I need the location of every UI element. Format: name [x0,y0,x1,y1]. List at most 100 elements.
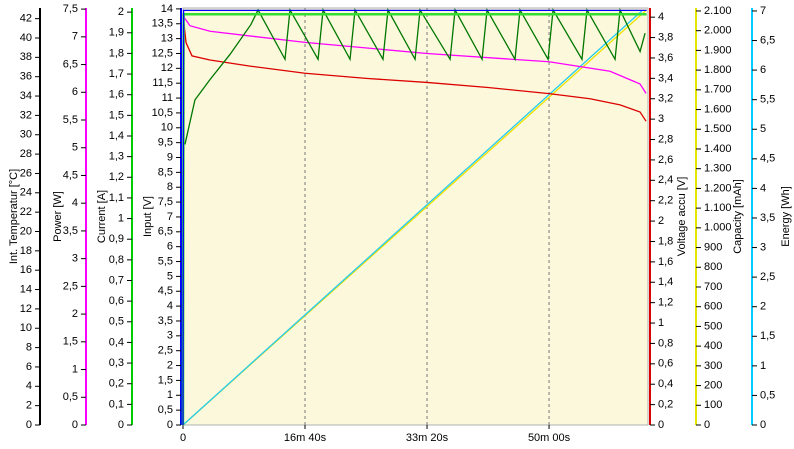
y-tick-label: 0,4 [109,336,124,348]
axis-title: Capacity [mAh] [732,179,744,254]
y-tick-label: 1,3 [109,151,124,163]
y-tick-label: 3,2 [658,93,673,105]
y-tick-label: 14 [161,3,173,15]
y-tick-label: 8 [26,342,32,354]
y-tick-label: 1,8 [109,47,124,59]
y-tick-label: 1.800 [704,64,732,76]
y-tick-label: 30 [20,129,32,141]
y-tick-label: 3 [658,113,664,125]
axis-title: Energy [Wh] [780,186,792,247]
y-tick-label: 1.900 [704,44,732,56]
y-tick-label: 0 [72,419,78,431]
y-tick-label: 4,5 [158,285,173,297]
y-tick-label: 700 [704,281,722,293]
y-tick-label: 7,5 [63,3,78,15]
y-tick-label: 2,6 [658,154,673,166]
y-tick-label: 1,5 [109,109,124,121]
y-tick-label: 42 [20,13,32,25]
y-tick-label: 200 [704,379,722,391]
y-tick-label: 6 [26,361,32,373]
y-tick-label: 3,8 [658,31,673,43]
y-tick-label: 2,5 [63,280,78,292]
y-tick-label: 1 [72,363,78,375]
y-tick-label: 1,2 [658,297,673,309]
y-tick-label: 28 [20,148,32,160]
y-tick-label: 1,1 [109,192,124,204]
y-tick-label: 3 [72,253,78,265]
y-tick-label: 16 [20,264,32,276]
y-tick-label: 2,5 [158,345,173,357]
y-tick-label: 6 [72,86,78,98]
y-tick-label: 38 [20,51,32,63]
y-tick-label: 1,6 [658,256,673,268]
y-tick-label: 2,2 [658,195,673,207]
series-line [182,15,647,122]
y-tick-label: 24 [20,187,32,199]
axis-title: Input [V] [142,196,154,237]
y-tick-label: 22 [20,206,32,218]
y-tick-label: 11,5 [152,77,173,89]
y-tick-label: 36 [20,71,32,83]
y-tick-label: 4,5 [760,153,775,165]
y-tick-label: 40 [20,32,32,44]
y-tick-label: 9 [167,151,173,163]
y-tick-label: 0,2 [109,378,124,390]
y-tick-label: 2 [658,215,664,227]
y-tick-label: 2 [118,6,124,18]
y-tick-label: 3,6 [658,52,673,64]
y-tick-label: 0,1 [109,398,124,410]
y-tick-label: 1,4 [109,130,124,142]
y-tick-label: 26 [20,167,32,179]
y-tick-label: 1,8 [658,235,673,247]
y-tick-label: 0,5 [63,391,78,403]
y-tick-label: 2 [26,400,32,412]
y-tick-label: 0,2 [658,399,673,411]
y-tick-label: 0,3 [109,357,124,369]
y-tick-label: 11 [162,92,173,104]
y-tick-label: 3,5 [63,225,78,237]
y-tick-label: 6,5 [760,34,775,46]
y-tick-label: 2,8 [658,133,673,145]
y-tick-label: 1.100 [704,202,732,214]
y-tick-label: 8 [167,181,173,193]
x-tick-label: 16m 40s [284,432,327,444]
y-tick-label: 7 [72,31,78,43]
y-tick-label: 4 [760,182,766,194]
y-tick-label: 12 [161,62,173,74]
x-tick-label: 50m 00s [528,432,571,444]
y-tick-label: 5 [72,142,78,154]
y-tick-label: 1 [658,317,664,329]
y-tick-label: 5,5 [760,94,775,106]
y-tick-label: 1.700 [704,84,732,96]
y-tick-label: 0,6 [109,295,124,307]
y-tick-label: 1.500 [704,123,732,135]
y-tick-label: 1,6 [109,89,124,101]
y-tick-label: 1,2 [109,171,124,183]
y-tick-label: 0 [26,419,32,431]
y-tick-label: 7,5 [158,196,173,208]
y-tick-label: 0,8 [109,254,124,266]
series-line [182,10,643,426]
y-tick-label: 10,5 [152,107,173,119]
y-tick-label: 400 [704,340,722,352]
y-tick-label: 1,7 [109,68,124,80]
axis-title: Voltage accu [V] [676,177,688,257]
y-tick-label: 1,9 [109,27,124,39]
y-tick-label: 2.100 [704,5,732,17]
y-tick-label: 4,5 [63,169,78,181]
series-line [184,7,646,145]
y-tick-label: 14 [20,283,32,295]
y-tick-label: 12,5 [152,47,173,59]
y-tick-label: 6 [167,241,173,253]
y-tick-label: 0,5 [760,389,775,401]
y-tick-label: 10 [20,322,32,334]
y-tick-label: 0 [658,419,664,431]
y-tick-label: 1,5 [760,330,775,342]
y-tick-label: 1.300 [704,163,732,175]
y-tick-label: 1.600 [704,103,732,115]
y-tick-label: 1 [167,389,173,401]
y-tick-label: 600 [704,301,722,313]
y-tick-label: 2,4 [658,174,673,186]
y-tick-label: 500 [704,320,722,332]
y-tick-label: 2 [72,308,78,320]
